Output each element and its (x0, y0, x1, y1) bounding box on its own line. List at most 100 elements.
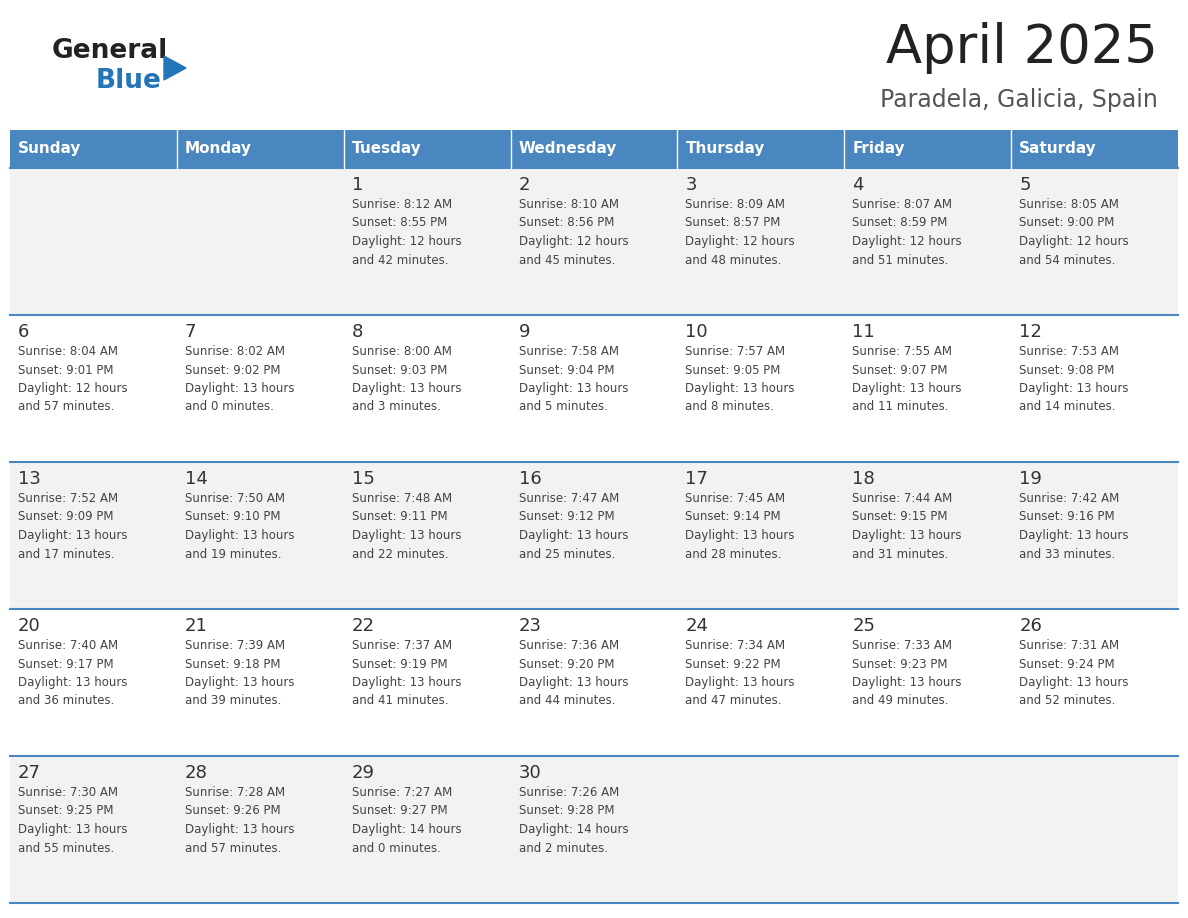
Bar (177, 462, 343, 609)
Bar (343, 315, 511, 462)
Text: 22: 22 (352, 617, 374, 635)
Text: 25: 25 (852, 617, 876, 635)
Bar (177, 130, 343, 168)
Text: Sunrise: 7:37 AM
Sunset: 9:19 PM
Daylight: 13 hours
and 41 minutes.: Sunrise: 7:37 AM Sunset: 9:19 PM Dayligh… (352, 639, 461, 708)
Bar (845, 130, 1011, 168)
Text: Sunrise: 7:52 AM
Sunset: 9:09 PM
Daylight: 13 hours
and 17 minutes.: Sunrise: 7:52 AM Sunset: 9:09 PM Dayligh… (18, 492, 127, 561)
Text: Sunrise: 7:40 AM
Sunset: 9:17 PM
Daylight: 13 hours
and 36 minutes.: Sunrise: 7:40 AM Sunset: 9:17 PM Dayligh… (18, 639, 127, 708)
Text: 24: 24 (685, 617, 708, 635)
Text: Sunrise: 7:42 AM
Sunset: 9:16 PM
Daylight: 13 hours
and 33 minutes.: Sunrise: 7:42 AM Sunset: 9:16 PM Dayligh… (1019, 492, 1129, 561)
Bar (1011, 130, 1178, 168)
Bar (1011, 756, 1178, 903)
Text: Sunrise: 7:33 AM
Sunset: 9:23 PM
Daylight: 13 hours
and 49 minutes.: Sunrise: 7:33 AM Sunset: 9:23 PM Dayligh… (852, 639, 962, 708)
Bar (177, 315, 343, 462)
Bar (511, 609, 677, 756)
Text: Blue: Blue (96, 68, 162, 94)
Bar (511, 756, 677, 903)
Text: Paradela, Galicia, Spain: Paradela, Galicia, Spain (880, 88, 1158, 112)
Text: 6: 6 (18, 323, 30, 341)
Text: Sunrise: 7:45 AM
Sunset: 9:14 PM
Daylight: 13 hours
and 28 minutes.: Sunrise: 7:45 AM Sunset: 9:14 PM Dayligh… (685, 492, 795, 561)
Text: Sunrise: 8:00 AM
Sunset: 9:03 PM
Daylight: 13 hours
and 3 minutes.: Sunrise: 8:00 AM Sunset: 9:03 PM Dayligh… (352, 345, 461, 413)
Text: Wednesday: Wednesday (519, 141, 617, 156)
Bar (343, 130, 511, 168)
Text: 1: 1 (352, 176, 364, 194)
Text: Sunrise: 7:26 AM
Sunset: 9:28 PM
Daylight: 14 hours
and 2 minutes.: Sunrise: 7:26 AM Sunset: 9:28 PM Dayligh… (519, 786, 628, 855)
Text: 3: 3 (685, 176, 697, 194)
Text: Sunrise: 8:12 AM
Sunset: 8:55 PM
Daylight: 12 hours
and 42 minutes.: Sunrise: 8:12 AM Sunset: 8:55 PM Dayligh… (352, 198, 461, 266)
Text: Tuesday: Tuesday (352, 141, 422, 156)
Bar (343, 756, 511, 903)
Bar (10, 462, 177, 609)
Bar (10, 130, 177, 168)
Text: 30: 30 (519, 764, 542, 782)
Text: Sunrise: 7:36 AM
Sunset: 9:20 PM
Daylight: 13 hours
and 44 minutes.: Sunrise: 7:36 AM Sunset: 9:20 PM Dayligh… (519, 639, 628, 708)
Text: 10: 10 (685, 323, 708, 341)
Text: Sunrise: 7:57 AM
Sunset: 9:05 PM
Daylight: 13 hours
and 8 minutes.: Sunrise: 7:57 AM Sunset: 9:05 PM Dayligh… (685, 345, 795, 413)
Bar (10, 756, 177, 903)
Text: 2: 2 (519, 176, 530, 194)
Text: 14: 14 (185, 470, 208, 488)
Text: Sunrise: 7:39 AM
Sunset: 9:18 PM
Daylight: 13 hours
and 39 minutes.: Sunrise: 7:39 AM Sunset: 9:18 PM Dayligh… (185, 639, 295, 708)
Text: Sunrise: 7:28 AM
Sunset: 9:26 PM
Daylight: 13 hours
and 57 minutes.: Sunrise: 7:28 AM Sunset: 9:26 PM Dayligh… (185, 786, 295, 855)
Bar (677, 168, 845, 315)
Bar (677, 756, 845, 903)
Text: Sunrise: 7:34 AM
Sunset: 9:22 PM
Daylight: 13 hours
and 47 minutes.: Sunrise: 7:34 AM Sunset: 9:22 PM Dayligh… (685, 639, 795, 708)
Text: 15: 15 (352, 470, 374, 488)
Text: 23: 23 (519, 617, 542, 635)
Bar (177, 756, 343, 903)
Text: 26: 26 (1019, 617, 1042, 635)
Text: 27: 27 (18, 764, 42, 782)
Text: 4: 4 (852, 176, 864, 194)
Text: Friday: Friday (852, 141, 905, 156)
Text: Thursday: Thursday (685, 141, 765, 156)
Text: 7: 7 (185, 323, 196, 341)
Text: 21: 21 (185, 617, 208, 635)
Text: Sunrise: 7:44 AM
Sunset: 9:15 PM
Daylight: 13 hours
and 31 minutes.: Sunrise: 7:44 AM Sunset: 9:15 PM Dayligh… (852, 492, 962, 561)
Text: Sunday: Sunday (18, 141, 81, 156)
Text: Sunrise: 8:10 AM
Sunset: 8:56 PM
Daylight: 12 hours
and 45 minutes.: Sunrise: 8:10 AM Sunset: 8:56 PM Dayligh… (519, 198, 628, 266)
Text: Sunrise: 7:53 AM
Sunset: 9:08 PM
Daylight: 13 hours
and 14 minutes.: Sunrise: 7:53 AM Sunset: 9:08 PM Dayligh… (1019, 345, 1129, 413)
Bar (677, 315, 845, 462)
Bar (10, 315, 177, 462)
Text: Sunrise: 8:04 AM
Sunset: 9:01 PM
Daylight: 12 hours
and 57 minutes.: Sunrise: 8:04 AM Sunset: 9:01 PM Dayligh… (18, 345, 127, 413)
Text: Sunrise: 8:07 AM
Sunset: 8:59 PM
Daylight: 12 hours
and 51 minutes.: Sunrise: 8:07 AM Sunset: 8:59 PM Dayligh… (852, 198, 962, 266)
Bar (511, 168, 677, 315)
Text: 28: 28 (185, 764, 208, 782)
Text: Sunrise: 7:27 AM
Sunset: 9:27 PM
Daylight: 14 hours
and 0 minutes.: Sunrise: 7:27 AM Sunset: 9:27 PM Dayligh… (352, 786, 461, 855)
Bar (10, 609, 177, 756)
Text: 20: 20 (18, 617, 40, 635)
Bar (1011, 168, 1178, 315)
Bar (677, 462, 845, 609)
Text: April 2025: April 2025 (886, 22, 1158, 74)
Text: 17: 17 (685, 470, 708, 488)
Text: Sunrise: 8:05 AM
Sunset: 9:00 PM
Daylight: 12 hours
and 54 minutes.: Sunrise: 8:05 AM Sunset: 9:00 PM Dayligh… (1019, 198, 1129, 266)
Text: 29: 29 (352, 764, 374, 782)
Bar (343, 168, 511, 315)
Bar (845, 609, 1011, 756)
Text: Sunrise: 7:47 AM
Sunset: 9:12 PM
Daylight: 13 hours
and 25 minutes.: Sunrise: 7:47 AM Sunset: 9:12 PM Dayligh… (519, 492, 628, 561)
Bar (343, 609, 511, 756)
Polygon shape (164, 56, 187, 80)
Bar (677, 130, 845, 168)
Text: Monday: Monday (185, 141, 252, 156)
Bar (177, 609, 343, 756)
Text: Sunrise: 7:50 AM
Sunset: 9:10 PM
Daylight: 13 hours
and 19 minutes.: Sunrise: 7:50 AM Sunset: 9:10 PM Dayligh… (185, 492, 295, 561)
Text: 5: 5 (1019, 176, 1031, 194)
Bar (511, 315, 677, 462)
Text: 19: 19 (1019, 470, 1042, 488)
Bar (1011, 462, 1178, 609)
Text: 12: 12 (1019, 323, 1042, 341)
Text: Sunrise: 7:48 AM
Sunset: 9:11 PM
Daylight: 13 hours
and 22 minutes.: Sunrise: 7:48 AM Sunset: 9:11 PM Dayligh… (352, 492, 461, 561)
Bar (177, 168, 343, 315)
Text: 18: 18 (852, 470, 876, 488)
Text: Sunrise: 8:09 AM
Sunset: 8:57 PM
Daylight: 12 hours
and 48 minutes.: Sunrise: 8:09 AM Sunset: 8:57 PM Dayligh… (685, 198, 795, 266)
Text: Sunrise: 8:02 AM
Sunset: 9:02 PM
Daylight: 13 hours
and 0 minutes.: Sunrise: 8:02 AM Sunset: 9:02 PM Dayligh… (185, 345, 295, 413)
Bar (845, 168, 1011, 315)
Text: 9: 9 (519, 323, 530, 341)
Bar (845, 462, 1011, 609)
Bar (511, 462, 677, 609)
Text: General: General (52, 38, 169, 64)
Text: 13: 13 (18, 470, 40, 488)
Text: 16: 16 (519, 470, 542, 488)
Text: Sunrise: 7:30 AM
Sunset: 9:25 PM
Daylight: 13 hours
and 55 minutes.: Sunrise: 7:30 AM Sunset: 9:25 PM Dayligh… (18, 786, 127, 855)
